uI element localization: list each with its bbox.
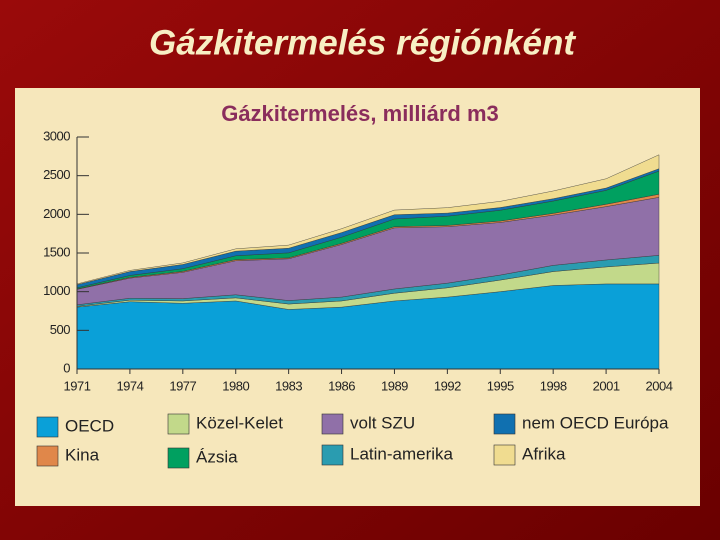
legend-label: Kina bbox=[65, 445, 100, 464]
legend-swatch bbox=[167, 413, 190, 435]
legend-swatch bbox=[167, 447, 190, 469]
legend-swatch bbox=[321, 413, 344, 435]
chart-title: Gázkitermelés, milliárd m3 bbox=[221, 101, 499, 126]
y-tick-label: 0 bbox=[63, 360, 70, 375]
legend-label: Ázsia bbox=[196, 447, 238, 466]
y-tick-label: 2000 bbox=[43, 206, 70, 221]
legend-label: Afrika bbox=[522, 444, 566, 463]
y-tick-label: 2500 bbox=[43, 167, 70, 182]
legend-swatch bbox=[36, 445, 59, 467]
area bbox=[76, 154, 660, 285]
legend-swatch bbox=[321, 444, 344, 466]
legend-swatch bbox=[36, 416, 59, 438]
legend-label: Latin-amerika bbox=[350, 444, 454, 463]
x-tick-label: 1971 bbox=[64, 378, 91, 393]
x-tick-label: 1977 bbox=[169, 378, 196, 393]
x-tick-label: 2001 bbox=[593, 378, 620, 393]
slide-title: Gázkitermelés régiónként bbox=[149, 23, 576, 62]
legend-swatch bbox=[493, 413, 516, 435]
x-tick-label: 1995 bbox=[487, 378, 514, 393]
legend-label: volt SZU bbox=[350, 413, 415, 432]
x-tick-label: 1998 bbox=[540, 378, 567, 393]
x-tick-label: 1980 bbox=[222, 378, 249, 393]
y-tick-label: 1000 bbox=[43, 283, 70, 298]
y-tick-label: 500 bbox=[50, 322, 70, 337]
y-tick-label: 3000 bbox=[43, 128, 70, 143]
x-tick-label: 1974 bbox=[116, 378, 143, 393]
legend-label: Közel-Kelet bbox=[196, 413, 283, 432]
y-tick-label: 1500 bbox=[43, 244, 70, 259]
legend-label: OECD bbox=[65, 416, 114, 435]
x-tick-label: 2004 bbox=[646, 378, 673, 393]
legend-swatch bbox=[493, 444, 516, 466]
x-tick-label: 1992 bbox=[434, 378, 461, 393]
x-tick-label: 1986 bbox=[328, 378, 355, 393]
legend-label: nem OECD Európa bbox=[522, 413, 669, 432]
x-tick-label: 1983 bbox=[275, 378, 302, 393]
x-tick-label: 1989 bbox=[381, 378, 408, 393]
